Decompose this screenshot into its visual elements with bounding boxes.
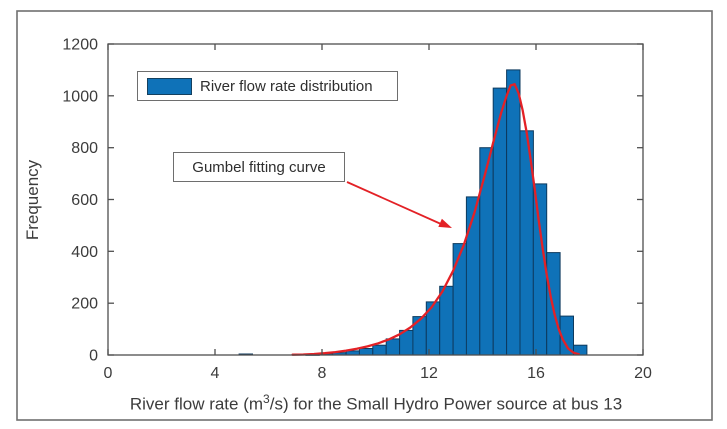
y-axis-label: Frequency — [23, 159, 42, 241]
svg-text:16: 16 — [527, 365, 545, 382]
svg-text:8: 8 — [318, 365, 327, 382]
svg-text:20: 20 — [634, 365, 652, 382]
svg-text:1200: 1200 — [62, 37, 98, 54]
x-axis-label-text: River flow rate (m — [129, 394, 264, 414]
legend-color-swatch — [147, 77, 192, 95]
svg-text:800: 800 — [71, 140, 98, 157]
svg-text:0: 0 — [89, 348, 98, 365]
svg-text:0: 0 — [104, 365, 113, 382]
x-axis-label-superscript: 3 — [263, 392, 270, 406]
svg-text:200: 200 — [71, 296, 98, 313]
legend: River flow rate distribution — [137, 71, 398, 101]
x-axis-label: River flow rate (m3/s) for the Small Hyd… — [130, 392, 622, 415]
annotation-gumbel-box: Gumbel fitting curve — [173, 152, 345, 182]
x-axis-label-text-2: /s) for the Small Hydro Power source at … — [269, 394, 623, 414]
svg-text:12: 12 — [420, 365, 438, 382]
svg-text:600: 600 — [71, 192, 98, 209]
svg-text:1000: 1000 — [62, 88, 98, 105]
svg-text:400: 400 — [71, 244, 98, 261]
legend-label: River flow rate distribution — [200, 77, 373, 95]
svg-text:4: 4 — [211, 365, 220, 382]
